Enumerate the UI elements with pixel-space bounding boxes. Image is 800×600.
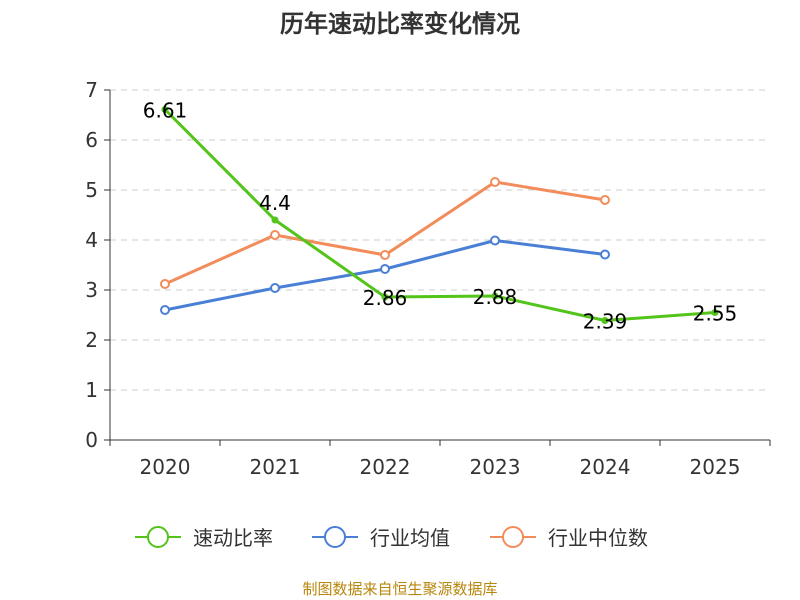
data-point [270, 230, 280, 240]
legend-label: 行业均值 [370, 526, 450, 550]
x-tick-label: 2025 [690, 455, 741, 479]
y-tick-label: 5 [85, 178, 98, 202]
axes: 0 1 2 3 4 5 6 7 2020 2021 2022 2023 2024 2025 [85, 78, 771, 479]
data-point [490, 235, 500, 246]
data-point [601, 317, 609, 324]
y-tick-label: 2 [85, 328, 98, 352]
y-tick-label: 3 [85, 278, 98, 302]
data-point [160, 279, 170, 289]
legend-marker [502, 526, 524, 548]
grid-lines [110, 89, 770, 391]
legend-label: 速动比率 [193, 526, 273, 550]
data-labels: 6.61 4.4 2.86 2.88 2.39 2.55 [143, 99, 738, 334]
series-line-quick-ratio [163, 108, 716, 322]
series-layer [160, 106, 719, 324]
data-point [271, 216, 279, 224]
data-label: 2.86 [363, 286, 408, 310]
data-point [161, 106, 169, 113]
x-tick-label: 2020 [140, 455, 191, 479]
x-tick-label: 2022 [360, 455, 411, 479]
data-point [381, 293, 389, 301]
y-tick-label: 1 [85, 378, 98, 402]
data-point [490, 177, 500, 187]
data-point [600, 195, 610, 205]
data-source-note: 制图数据来自恒生聚源数据库 [302, 580, 498, 598]
y-tick-label: 0 [85, 428, 98, 452]
legend-marker [324, 526, 346, 548]
data-label: 4.4 [259, 191, 291, 215]
data-label: 2.39 [583, 310, 628, 334]
y-tick-label: 4 [85, 228, 98, 252]
data-point [491, 292, 499, 300]
x-tick-label: 2021 [250, 455, 301, 479]
y-tick-label: 7 [85, 78, 98, 102]
data-label: 6.61 [143, 99, 188, 123]
data-point [380, 250, 390, 260]
chart-title: 历年速动比率变化情况 [280, 10, 520, 38]
x-tick-label: 2024 [580, 455, 631, 479]
legend-marker [147, 526, 169, 548]
legend[interactable]: 速动比率 行业均值 行业中位数 [135, 526, 648, 550]
legend-label: 行业中位数 [548, 526, 648, 550]
data-point [380, 264, 390, 274]
data-point [160, 305, 170, 315]
data-point [711, 309, 719, 316]
x-tick-label: 2023 [470, 455, 521, 479]
data-point [270, 283, 280, 293]
data-point [600, 249, 610, 260]
data-label: 2.55 [693, 302, 738, 326]
y-tick-label: 6 [85, 128, 98, 152]
data-label: 2.88 [473, 285, 518, 309]
